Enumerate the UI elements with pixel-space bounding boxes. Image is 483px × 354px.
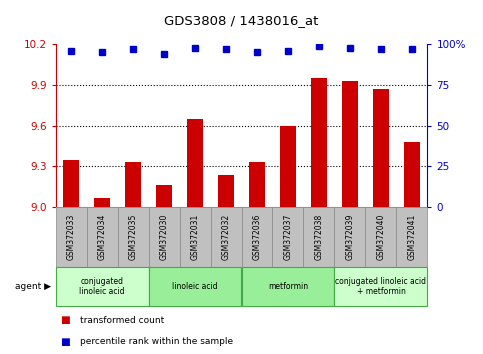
Bar bbox=[149, 267, 242, 306]
Bar bbox=[63, 160, 79, 207]
Bar bbox=[56, 267, 149, 306]
Text: GSM372035: GSM372035 bbox=[128, 214, 138, 261]
Text: GSM372030: GSM372030 bbox=[159, 214, 169, 261]
Bar bbox=[117, 207, 149, 267]
Text: GSM372040: GSM372040 bbox=[376, 214, 385, 261]
Text: GSM372037: GSM372037 bbox=[284, 214, 293, 261]
Text: metformin: metformin bbox=[268, 282, 308, 291]
Text: ■: ■ bbox=[60, 315, 70, 325]
Bar bbox=[94, 198, 110, 207]
Bar bbox=[272, 207, 303, 267]
Bar bbox=[249, 162, 265, 207]
Bar bbox=[373, 89, 389, 207]
Bar bbox=[366, 207, 397, 267]
Text: linoleic acid: linoleic acid bbox=[172, 282, 218, 291]
Bar bbox=[180, 207, 211, 267]
Text: percentile rank within the sample: percentile rank within the sample bbox=[80, 337, 233, 346]
Text: GSM372041: GSM372041 bbox=[408, 214, 416, 260]
Text: GSM372031: GSM372031 bbox=[190, 214, 199, 260]
Bar bbox=[86, 207, 117, 267]
Bar bbox=[56, 207, 86, 267]
Text: GSM372033: GSM372033 bbox=[67, 214, 75, 261]
Bar bbox=[404, 142, 420, 207]
Bar bbox=[187, 119, 203, 207]
Bar bbox=[303, 207, 334, 267]
Text: GDS3808 / 1438016_at: GDS3808 / 1438016_at bbox=[164, 14, 319, 27]
Text: GSM372039: GSM372039 bbox=[345, 214, 355, 261]
Bar bbox=[342, 81, 358, 207]
Text: GSM372034: GSM372034 bbox=[98, 214, 107, 261]
Text: ■: ■ bbox=[60, 337, 70, 347]
Text: GSM372032: GSM372032 bbox=[222, 214, 230, 260]
Bar bbox=[242, 207, 272, 267]
Bar bbox=[397, 207, 427, 267]
Bar bbox=[311, 78, 327, 207]
Text: GSM372036: GSM372036 bbox=[253, 214, 261, 261]
Bar bbox=[125, 162, 141, 207]
Bar bbox=[280, 126, 296, 207]
Bar bbox=[156, 185, 172, 207]
Bar bbox=[334, 207, 366, 267]
Bar bbox=[211, 207, 242, 267]
Text: conjugated
linoleic acid: conjugated linoleic acid bbox=[79, 277, 125, 296]
Text: agent ▶: agent ▶ bbox=[14, 282, 51, 291]
Bar bbox=[334, 267, 427, 306]
Text: transformed count: transformed count bbox=[80, 316, 164, 325]
Bar bbox=[242, 267, 334, 306]
Bar bbox=[149, 207, 180, 267]
Bar bbox=[218, 175, 234, 207]
Text: GSM372038: GSM372038 bbox=[314, 214, 324, 260]
Text: conjugated linoleic acid
+ metformin: conjugated linoleic acid + metformin bbox=[336, 277, 426, 296]
